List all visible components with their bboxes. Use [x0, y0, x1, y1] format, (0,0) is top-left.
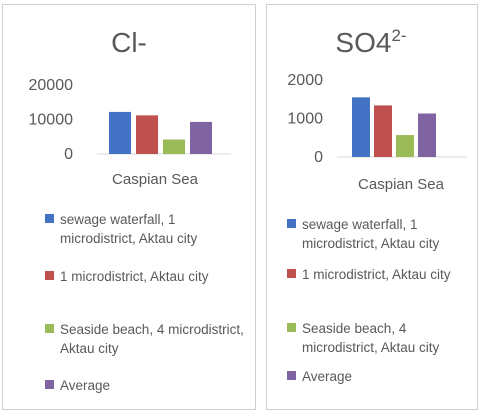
- legend-label: 1 microdistrict, Aktau city: [302, 267, 451, 282]
- legend-swatch: [45, 324, 54, 333]
- legend-item: Seaside beach, 4 microdistrict, Aktau ci…: [287, 319, 475, 357]
- legend-item: Average: [287, 367, 352, 386]
- y-tick-label: 0: [314, 149, 323, 166]
- y-tick-label: 1000: [287, 111, 323, 128]
- legend-label: Average: [302, 369, 353, 384]
- legend-swatch: [287, 323, 296, 332]
- legend-label: Average: [60, 378, 111, 393]
- legend-swatch: [45, 271, 54, 280]
- chart-cl: Cl- 0 10000 20000 Caspian Sea: [29, 27, 231, 188]
- legend-label: sewage waterfall, 1 microdistrict, Aktau…: [60, 212, 198, 246]
- legend-item: sewage waterfall, 1 microdistrict, Aktau…: [287, 215, 475, 253]
- y-tick-label: 0: [64, 146, 73, 163]
- y-tick-label: 2000: [287, 72, 323, 89]
- legend-item: 1 microdistrict, Aktau city: [45, 267, 209, 286]
- chart-panel-cl: Cl- 0 10000 20000 Caspian Sea sewage waterfa…: [2, 4, 256, 410]
- legend-label: sewage waterfall, 1 microdistrict, Aktau…: [302, 217, 440, 251]
- chart-title-text: Cl-: [111, 27, 147, 58]
- chart-title: Cl-: [111, 27, 147, 58]
- bar-2: [374, 105, 392, 157]
- x-category-label: Caspian Sea: [358, 176, 445, 193]
- legend-item: 1 microdistrict, Aktau city: [287, 265, 451, 284]
- chart-title-superscript: 2-: [391, 26, 406, 45]
- legend-swatch: [45, 380, 54, 389]
- legend-swatch: [287, 371, 296, 380]
- legend-swatch: [287, 269, 296, 278]
- legend-swatch: [45, 214, 54, 223]
- legend-item: sewage waterfall, 1 microdistrict, Aktau…: [45, 210, 250, 248]
- legend-item: Seaside beach, 4 microdistrict, Aktau ci…: [45, 320, 250, 358]
- bar-3: [396, 135, 414, 157]
- bar-4: [190, 121, 212, 154]
- legend-swatch: [287, 219, 296, 228]
- bar-1: [352, 97, 370, 157]
- bar-2: [136, 115, 158, 154]
- chart-panel-so4: SO42- 0 1000 2000 Caspian Sea sewage waterfa…: [266, 4, 478, 410]
- legend-label: 1 microdistrict, Aktau city: [60, 269, 209, 284]
- legend-item: Average: [45, 376, 110, 395]
- bar-3: [163, 139, 185, 154]
- y-tick-label: 10000: [29, 112, 74, 129]
- chart-title-text: SO4: [335, 27, 391, 58]
- x-category-label: Caspian Sea: [112, 171, 199, 188]
- chart-title: SO42-: [335, 26, 406, 58]
- legend-label: Seaside beach, 4 microdistrict, Aktau ci…: [60, 322, 244, 356]
- y-tick-label: 20000: [29, 77, 74, 94]
- bar-4: [418, 113, 436, 157]
- bar-1: [109, 111, 131, 154]
- legend-label: Seaside beach, 4 microdistrict, Aktau ci…: [302, 321, 440, 355]
- chart-so4: SO42- 0 1000 2000 Caspian Sea: [287, 26, 467, 193]
